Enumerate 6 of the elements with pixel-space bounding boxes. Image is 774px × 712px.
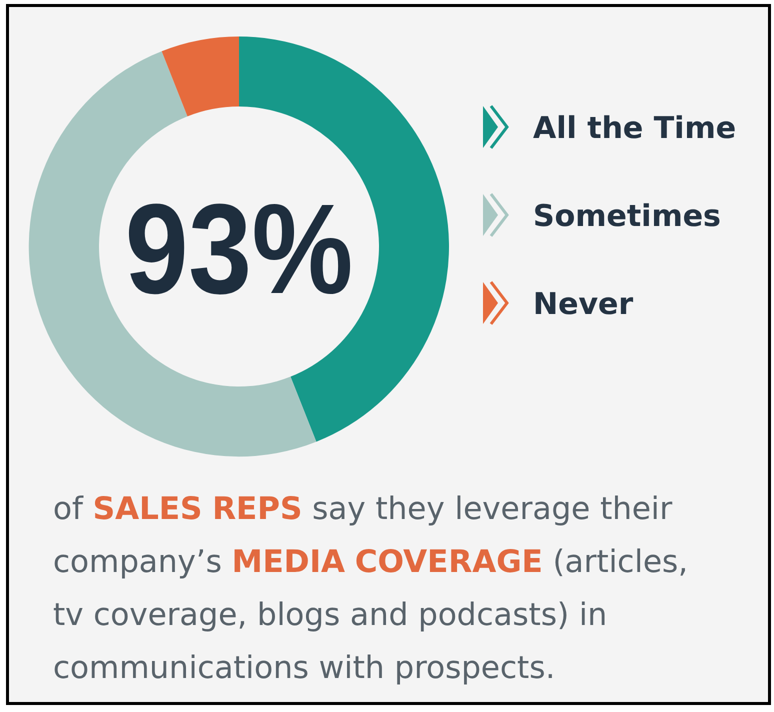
legend-label: Sometimes <box>533 199 721 234</box>
text: of SALES REPS say they leverage their company’s MEDIA COVERAGE (articles, tv coverage, blogs and podcasts) in communications with prospects. <box>53 491 688 686</box>
text: 93% <box>125 178 382 321</box>
donut-slice <box>162 36 239 116</box>
legend-label: All the Time <box>533 111 736 146</box>
legend-label: Never <box>533 287 634 322</box>
